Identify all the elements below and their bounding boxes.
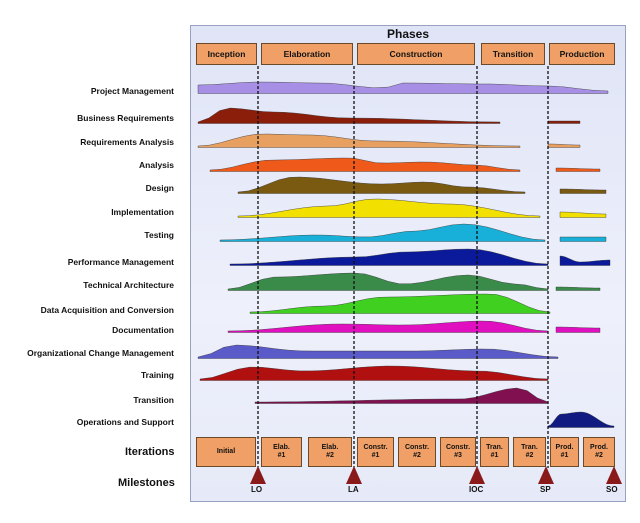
iterations-label: Iterations: [125, 446, 175, 458]
discipline-curve: [219, 223, 546, 242]
discipline-curve: [559, 188, 607, 194]
iteration-box: Prod. #1: [550, 437, 579, 467]
discipline-curve: [555, 326, 601, 333]
discipline-curve: [559, 255, 611, 266]
milestone-label: SO: [606, 485, 618, 494]
milestone-triangle-icon: [346, 466, 362, 484]
iteration-box: Constr. #1: [357, 437, 394, 467]
discipline-curve: [559, 236, 607, 242]
discipline-curve: [197, 107, 501, 124]
iteration-box: Tran. #1: [480, 437, 509, 467]
discipline-label: Implementation: [111, 207, 174, 217]
phase-transition: Transition: [481, 43, 545, 65]
discipline-curve: [227, 320, 549, 333]
discipline-curve: [237, 176, 526, 194]
milestone-triangle-icon: [469, 466, 485, 484]
discipline-label: Performance Management: [67, 257, 174, 267]
discipline-label: Business Requirements: [77, 113, 174, 123]
phase-inception: Inception: [196, 43, 257, 65]
iteration-box: Initial: [196, 437, 256, 467]
iteration-box: Tran. #2: [513, 437, 546, 467]
discipline-curve: [199, 365, 549, 381]
phase-production: Production: [549, 43, 615, 65]
iteration-box: Constr. #3: [440, 437, 476, 467]
discipline-curve: [237, 198, 541, 218]
milestone-triangle-icon: [250, 466, 266, 484]
milestones-label: Milestones: [118, 477, 175, 489]
milestone-label: LA: [348, 485, 359, 494]
discipline-curve: [547, 411, 615, 428]
iteration-box: Prod. #2: [583, 437, 615, 467]
milestone-label: IOC: [469, 485, 484, 494]
discipline-label: Training: [140, 370, 174, 380]
discipline-curve: [197, 81, 609, 94]
discipline-curve: [254, 387, 549, 404]
discipline-curve: [555, 167, 601, 172]
discipline-label: Testing: [144, 230, 174, 240]
discipline-label: Technical Architecture: [83, 280, 174, 290]
discipline-label: Data Acquisition and Conversion: [40, 305, 174, 315]
iteration-box: Constr. #2: [398, 437, 436, 467]
discipline-curve: [547, 120, 581, 124]
milestone-label: SP: [540, 485, 551, 494]
milestone-triangle-icon: [606, 466, 622, 484]
discipline-label: Documentation: [112, 325, 174, 335]
phases-title: Phases: [386, 27, 430, 41]
discipline-curve: [197, 133, 521, 148]
discipline-curve: [227, 272, 549, 291]
discipline-label: Organizational Change Management: [27, 348, 174, 358]
milestone-label: LO: [251, 485, 263, 494]
discipline-curve: [197, 344, 559, 359]
discipline-label: Operations and Support: [76, 417, 174, 427]
milestone-triangle-icon: [538, 466, 554, 484]
discipline-curve: [559, 211, 607, 218]
discipline-curve: [229, 248, 549, 266]
discipline-curve: [249, 293, 551, 314]
discipline-curve: [209, 157, 521, 172]
discipline-curve: [547, 143, 581, 148]
iteration-box: Elab. #1: [261, 437, 302, 467]
discipline-label: Design: [145, 183, 174, 193]
discipline-label: Requirements Analysis: [80, 137, 174, 147]
iteration-box: Elab. #2: [308, 437, 352, 467]
discipline-label: Project Management: [90, 86, 174, 96]
discipline-label: Transition: [133, 395, 174, 405]
discipline-curve: [555, 286, 601, 291]
phase-elaboration: Elaboration: [261, 43, 353, 65]
phase-construction: Construction: [357, 43, 475, 65]
discipline-label: Analysis: [139, 160, 174, 170]
